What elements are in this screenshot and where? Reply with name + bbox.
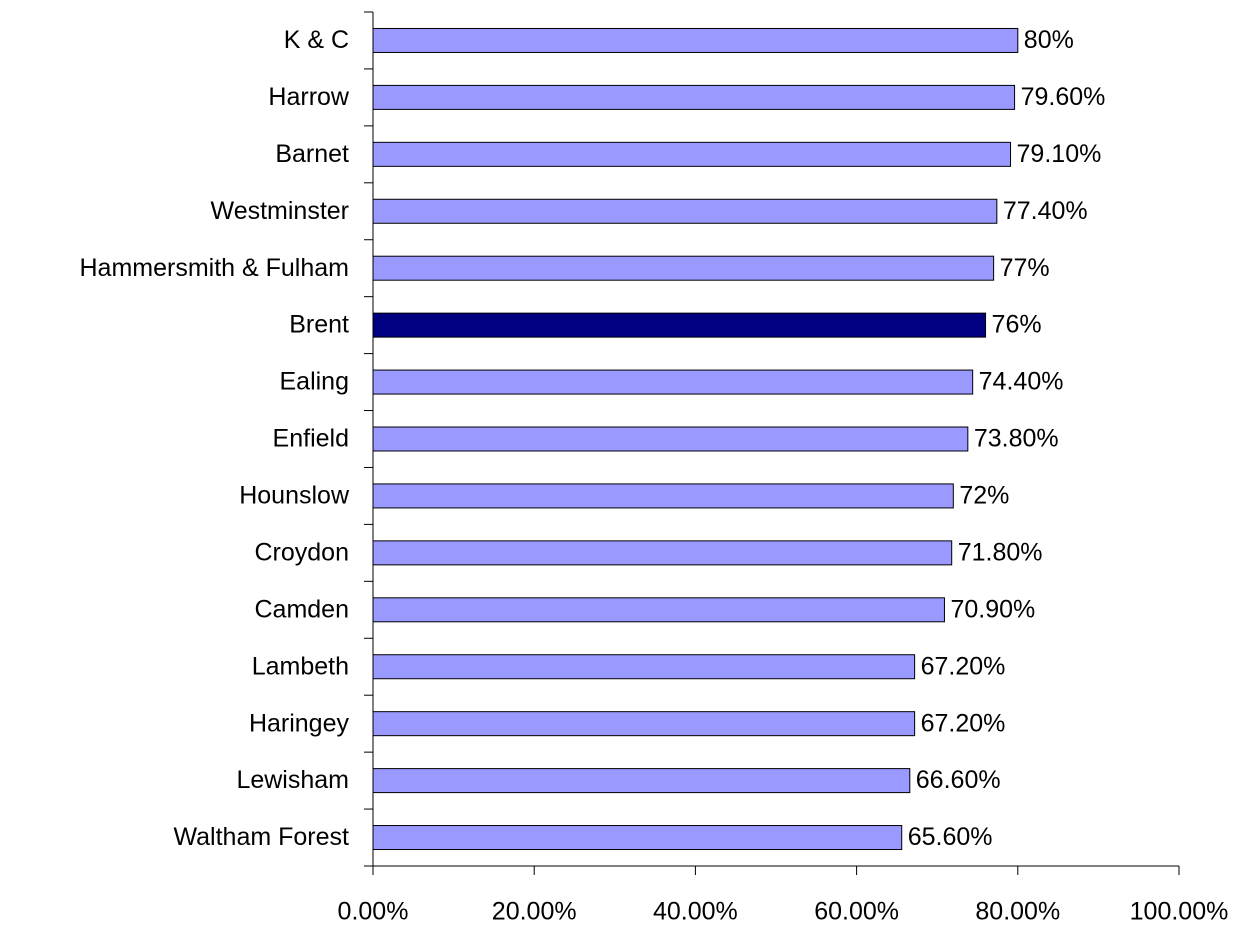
value-label: 73.80% [974, 425, 1059, 453]
y-tick-label: Croydon [255, 538, 350, 566]
y-tick-label: Haringey [249, 709, 350, 737]
y-tick-label: Barnet [275, 140, 349, 168]
y-tick-label: Ealing [280, 368, 350, 396]
value-label: 77% [1000, 254, 1050, 282]
x-tick-label: 40.00% [653, 898, 738, 926]
value-label: 71.80% [958, 538, 1043, 566]
y-tick-label: Lewisham [236, 766, 349, 794]
y-tick-label: Hounslow [239, 482, 350, 510]
x-tick-label: 80.00% [975, 898, 1060, 926]
x-tick-label: 20.00% [492, 898, 577, 926]
bar [372, 255, 995, 281]
value-label: 67.20% [921, 652, 1006, 680]
bar [372, 825, 903, 851]
bar [372, 711, 916, 737]
y-tick-label: Westminster [211, 197, 349, 225]
value-label: 74.40% [979, 368, 1064, 396]
value-label: 79.10% [1017, 140, 1102, 168]
bar [372, 369, 974, 395]
y-tick-label: K & C [284, 26, 349, 54]
bar [372, 768, 911, 794]
bar [372, 141, 1012, 167]
bar [372, 540, 953, 566]
x-tick-label: 100.00% [1130, 898, 1229, 926]
bar [372, 312, 987, 338]
value-label: 79.60% [1021, 83, 1106, 111]
bar [372, 483, 954, 509]
value-label: 65.60% [908, 823, 993, 851]
bar [372, 84, 1016, 110]
y-tick-label: Waltham Forest [173, 823, 349, 851]
value-label: 72% [959, 482, 1009, 510]
x-tick-label: 60.00% [814, 898, 899, 926]
bar [372, 654, 916, 680]
y-tick-label: Hammersmith & Fulham [80, 254, 350, 282]
bar [372, 426, 969, 452]
bar [372, 198, 998, 224]
bar [372, 27, 1019, 53]
y-tick-label: Lambeth [252, 652, 349, 680]
value-label: 67.20% [921, 709, 1006, 737]
value-label: 66.60% [916, 766, 1001, 794]
value-label: 80% [1024, 26, 1074, 54]
y-tick-label: Enfield [273, 425, 349, 453]
y-tick-label: Brent [289, 311, 349, 339]
x-tick-label: 0.00% [338, 898, 409, 926]
value-label: 77.40% [1003, 197, 1088, 225]
value-label: 76% [992, 311, 1042, 339]
bar [372, 597, 945, 623]
value-label: 70.90% [950, 595, 1035, 623]
y-tick-label: Camden [255, 595, 350, 623]
y-tick-label: Harrow [268, 83, 350, 111]
